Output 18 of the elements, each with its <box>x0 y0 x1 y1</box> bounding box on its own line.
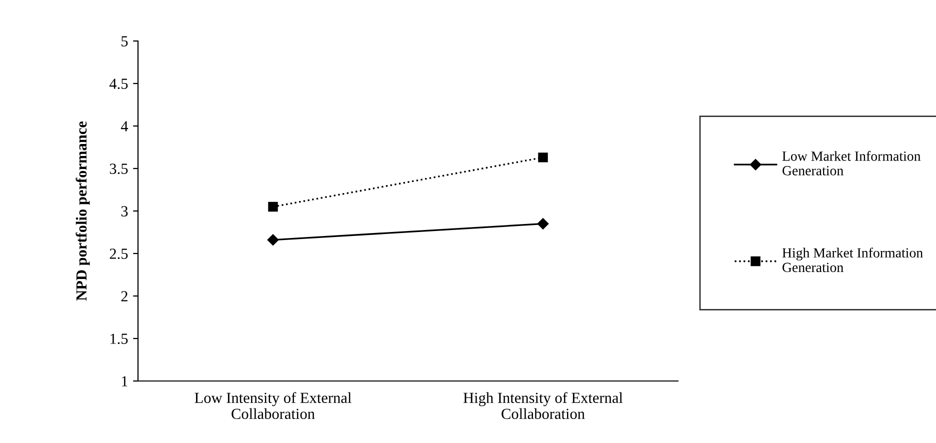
point <box>538 152 548 162</box>
y-tick-label: 1.5 <box>110 334 128 344</box>
point <box>537 218 549 230</box>
point <box>268 202 278 212</box>
y-axis-title: NPD portfolio performance <box>76 121 90 301</box>
y-tick-label: 2.5 <box>110 248 128 260</box>
y-tick-label: 3.5 <box>110 164 128 174</box>
y-tick-label: 2 <box>121 291 128 302</box>
legend-label: Low Market Information Generation <box>782 150 921 176</box>
y-tick-label: 5 <box>122 36 128 46</box>
x-tick-label: High Intensity of External Collaboration <box>463 392 623 420</box>
x-tick-label: Low Intensity of External Collaboration <box>194 392 352 420</box>
y-tick-label: 3 <box>121 206 128 216</box>
y-tick-label: 4 <box>120 121 128 132</box>
point <box>267 234 279 246</box>
legend-label: High Market Information Generation <box>782 248 923 272</box>
y-tick-label: 4.5 <box>109 78 128 90</box>
y-tick-label: 1 <box>122 376 128 386</box>
